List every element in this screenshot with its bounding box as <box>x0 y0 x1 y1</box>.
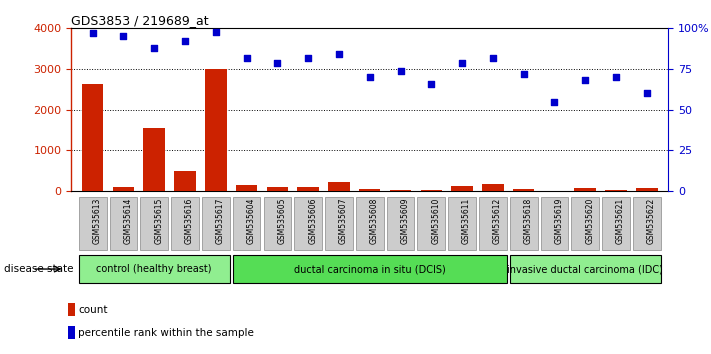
FancyBboxPatch shape <box>294 198 322 250</box>
Bar <box>605 189 627 191</box>
Bar <box>451 186 473 191</box>
Text: GSM535619: GSM535619 <box>555 198 563 244</box>
Text: GSM535609: GSM535609 <box>400 198 410 244</box>
Bar <box>174 171 196 191</box>
Text: GSM535614: GSM535614 <box>124 198 132 244</box>
FancyBboxPatch shape <box>633 198 661 250</box>
Text: GSM535611: GSM535611 <box>462 198 471 244</box>
Bar <box>68 326 75 339</box>
Bar <box>482 184 503 191</box>
Bar <box>297 187 319 191</box>
Text: GSM535622: GSM535622 <box>647 198 656 244</box>
Point <box>549 99 560 104</box>
Text: GSM535604: GSM535604 <box>247 198 255 244</box>
Bar <box>68 303 75 316</box>
Text: GSM535616: GSM535616 <box>185 198 194 244</box>
Point <box>179 39 191 44</box>
Text: GSM535615: GSM535615 <box>154 198 164 244</box>
FancyBboxPatch shape <box>109 198 137 250</box>
FancyBboxPatch shape <box>572 198 599 250</box>
Bar <box>144 128 165 191</box>
FancyBboxPatch shape <box>202 198 230 250</box>
FancyBboxPatch shape <box>79 198 107 250</box>
Point <box>302 55 314 61</box>
FancyBboxPatch shape <box>448 198 476 250</box>
Bar <box>636 188 658 191</box>
Point <box>579 78 591 83</box>
Bar <box>359 189 380 191</box>
Point <box>518 71 529 77</box>
Text: control (healthy breast): control (healthy breast) <box>97 264 212 274</box>
Text: percentile rank within the sample: percentile rank within the sample <box>78 328 254 338</box>
Text: GSM535606: GSM535606 <box>308 198 317 244</box>
FancyBboxPatch shape <box>325 198 353 250</box>
Point <box>149 45 160 51</box>
Point <box>87 30 98 36</box>
Point <box>641 91 653 96</box>
Text: GDS3853 / 219689_at: GDS3853 / 219689_at <box>71 14 209 27</box>
Text: disease state: disease state <box>4 264 73 274</box>
Text: GSM535621: GSM535621 <box>616 198 625 244</box>
Bar <box>267 188 288 191</box>
FancyBboxPatch shape <box>602 198 630 250</box>
Point <box>241 55 252 61</box>
FancyBboxPatch shape <box>540 198 568 250</box>
Point <box>487 55 498 61</box>
Text: GSM535613: GSM535613 <box>92 198 102 244</box>
Text: GSM535620: GSM535620 <box>585 198 594 244</box>
Point <box>118 34 129 39</box>
FancyBboxPatch shape <box>79 255 230 283</box>
FancyBboxPatch shape <box>510 198 538 250</box>
FancyBboxPatch shape <box>387 198 415 250</box>
FancyBboxPatch shape <box>140 198 168 250</box>
Text: ductal carcinoma in situ (DCIS): ductal carcinoma in situ (DCIS) <box>294 264 446 274</box>
Bar <box>205 69 227 191</box>
Bar <box>112 187 134 191</box>
Bar <box>420 190 442 191</box>
Point <box>272 60 283 65</box>
Text: GSM535608: GSM535608 <box>370 198 379 244</box>
FancyBboxPatch shape <box>171 198 199 250</box>
FancyBboxPatch shape <box>356 198 383 250</box>
FancyBboxPatch shape <box>510 255 661 283</box>
Text: GSM535605: GSM535605 <box>277 198 287 244</box>
Bar <box>513 189 535 191</box>
Point <box>364 74 375 80</box>
Point <box>456 60 468 65</box>
Text: GSM535607: GSM535607 <box>339 198 348 244</box>
FancyBboxPatch shape <box>232 255 507 283</box>
Text: count: count <box>78 305 107 315</box>
Point <box>210 29 222 34</box>
FancyBboxPatch shape <box>479 198 507 250</box>
Point <box>610 74 621 80</box>
Bar <box>236 185 257 191</box>
Bar <box>82 85 103 191</box>
FancyBboxPatch shape <box>232 198 260 250</box>
FancyBboxPatch shape <box>417 198 445 250</box>
Text: invasive ductal carcinoma (IDC): invasive ductal carcinoma (IDC) <box>507 264 663 274</box>
Bar <box>328 182 350 191</box>
Text: GSM535610: GSM535610 <box>432 198 440 244</box>
Text: GSM535618: GSM535618 <box>523 198 533 244</box>
FancyBboxPatch shape <box>264 198 292 250</box>
Point <box>395 68 406 74</box>
Text: GSM535617: GSM535617 <box>216 198 225 244</box>
Point <box>333 52 345 57</box>
Point <box>426 81 437 86</box>
Bar <box>574 188 596 191</box>
Text: GSM535612: GSM535612 <box>493 198 502 244</box>
Bar <box>390 189 411 191</box>
